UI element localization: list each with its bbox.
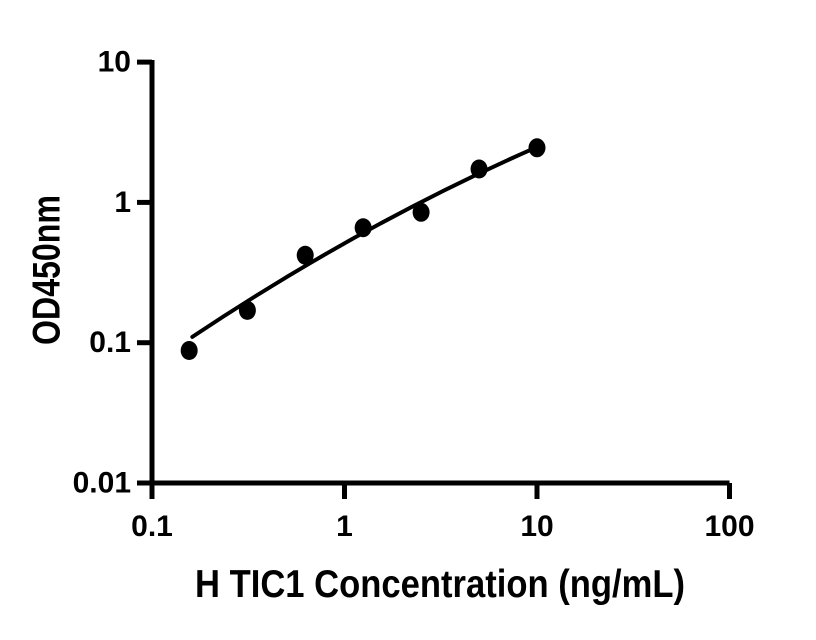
data-point — [180, 340, 198, 360]
y-axis-title: OD450nm — [26, 195, 69, 345]
data-point — [238, 300, 256, 320]
x-tick-label: 10 — [520, 510, 553, 543]
ticks-group — [137, 59, 732, 499]
y-tick-label: 0.1 — [89, 326, 131, 359]
y-tick-label: 0.01 — [73, 467, 131, 500]
data-point — [528, 138, 546, 158]
x-tick-label: 1 — [336, 510, 353, 543]
axes-group — [149, 60, 730, 486]
x-tick-label: 100 — [704, 510, 754, 543]
axis-frame — [149, 60, 730, 486]
data-point — [412, 202, 430, 222]
data-point — [354, 218, 372, 238]
y-tick-label: 1 — [114, 186, 131, 219]
y-tick-label: 10 — [98, 46, 131, 79]
data-points-group — [180, 138, 546, 360]
data-point — [296, 245, 314, 265]
x-axis-title: H TIC1 Concentration (ng/mL) — [195, 563, 685, 606]
x-tick-label: 0.1 — [131, 510, 173, 543]
data-point — [470, 159, 488, 179]
